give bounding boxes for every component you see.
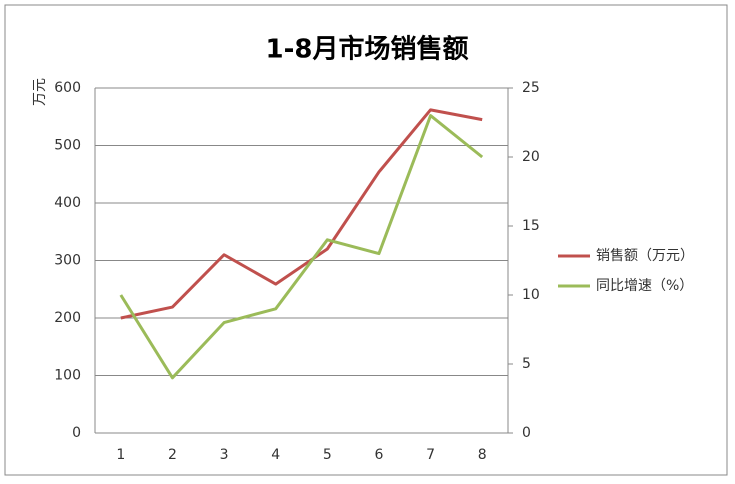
chart-border (4, 4, 728, 476)
y-tick-label: 600 (54, 80, 81, 96)
y-tick-label: 300 (54, 253, 81, 269)
chart-title: 1-8月市场销售额 (266, 34, 469, 65)
y2-tick-label: 10 (522, 287, 540, 303)
x-tick-label: 3 (220, 447, 229, 463)
y-tick-label: 100 (54, 368, 81, 384)
x-tick-label: 2 (168, 447, 177, 463)
series-line (120, 108, 483, 320)
y2-tick-label: 15 (522, 218, 540, 234)
x-tick-label: 1 (116, 447, 125, 463)
y2-tick-label: 0 (522, 425, 531, 441)
y2-tick-label: 20 (522, 149, 540, 165)
y-tick-label: 0 (72, 425, 81, 441)
x-tick-label: 7 (426, 447, 435, 463)
y-axis-title: 万元 (32, 78, 48, 106)
y-tick-label: 500 (54, 138, 81, 154)
series-line (119, 114, 484, 380)
y-tick-label: 200 (54, 310, 81, 326)
x-tick-label: 4 (271, 447, 280, 463)
x-tick-label: 6 (374, 447, 383, 463)
x-tick-label: 8 (478, 447, 487, 463)
y-tick-label: 400 (54, 195, 81, 211)
legend-label: 同比增速（%） (596, 278, 693, 294)
x-tick-label: 5 (323, 447, 332, 463)
y2-tick-label: 5 (522, 356, 531, 372)
y2-tick-label: 25 (522, 80, 540, 96)
legend-label: 销售额（万元） (596, 248, 694, 264)
